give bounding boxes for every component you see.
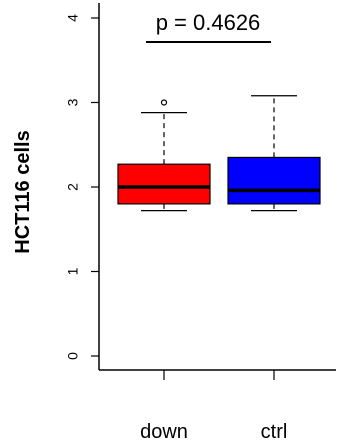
p-value-annotation: p = 0.4626: [156, 10, 261, 35]
x-category-label: down: [140, 421, 188, 443]
y-tick-label: 3: [65, 98, 81, 106]
box-down: [117, 99, 211, 212]
iqr-box: [117, 163, 211, 205]
y-tick-label: 1: [65, 267, 81, 275]
y-tick-label: 4: [65, 14, 81, 22]
y-tick-label: 0: [65, 352, 81, 360]
y-axis-label: HCT116 cells: [12, 130, 34, 253]
box-ctrl: [227, 95, 321, 212]
y-tick-label: 2: [65, 183, 81, 191]
outlier-point: [160, 99, 168, 106]
iqr-box: [227, 156, 321, 205]
x-category-label: ctrl: [261, 421, 288, 443]
